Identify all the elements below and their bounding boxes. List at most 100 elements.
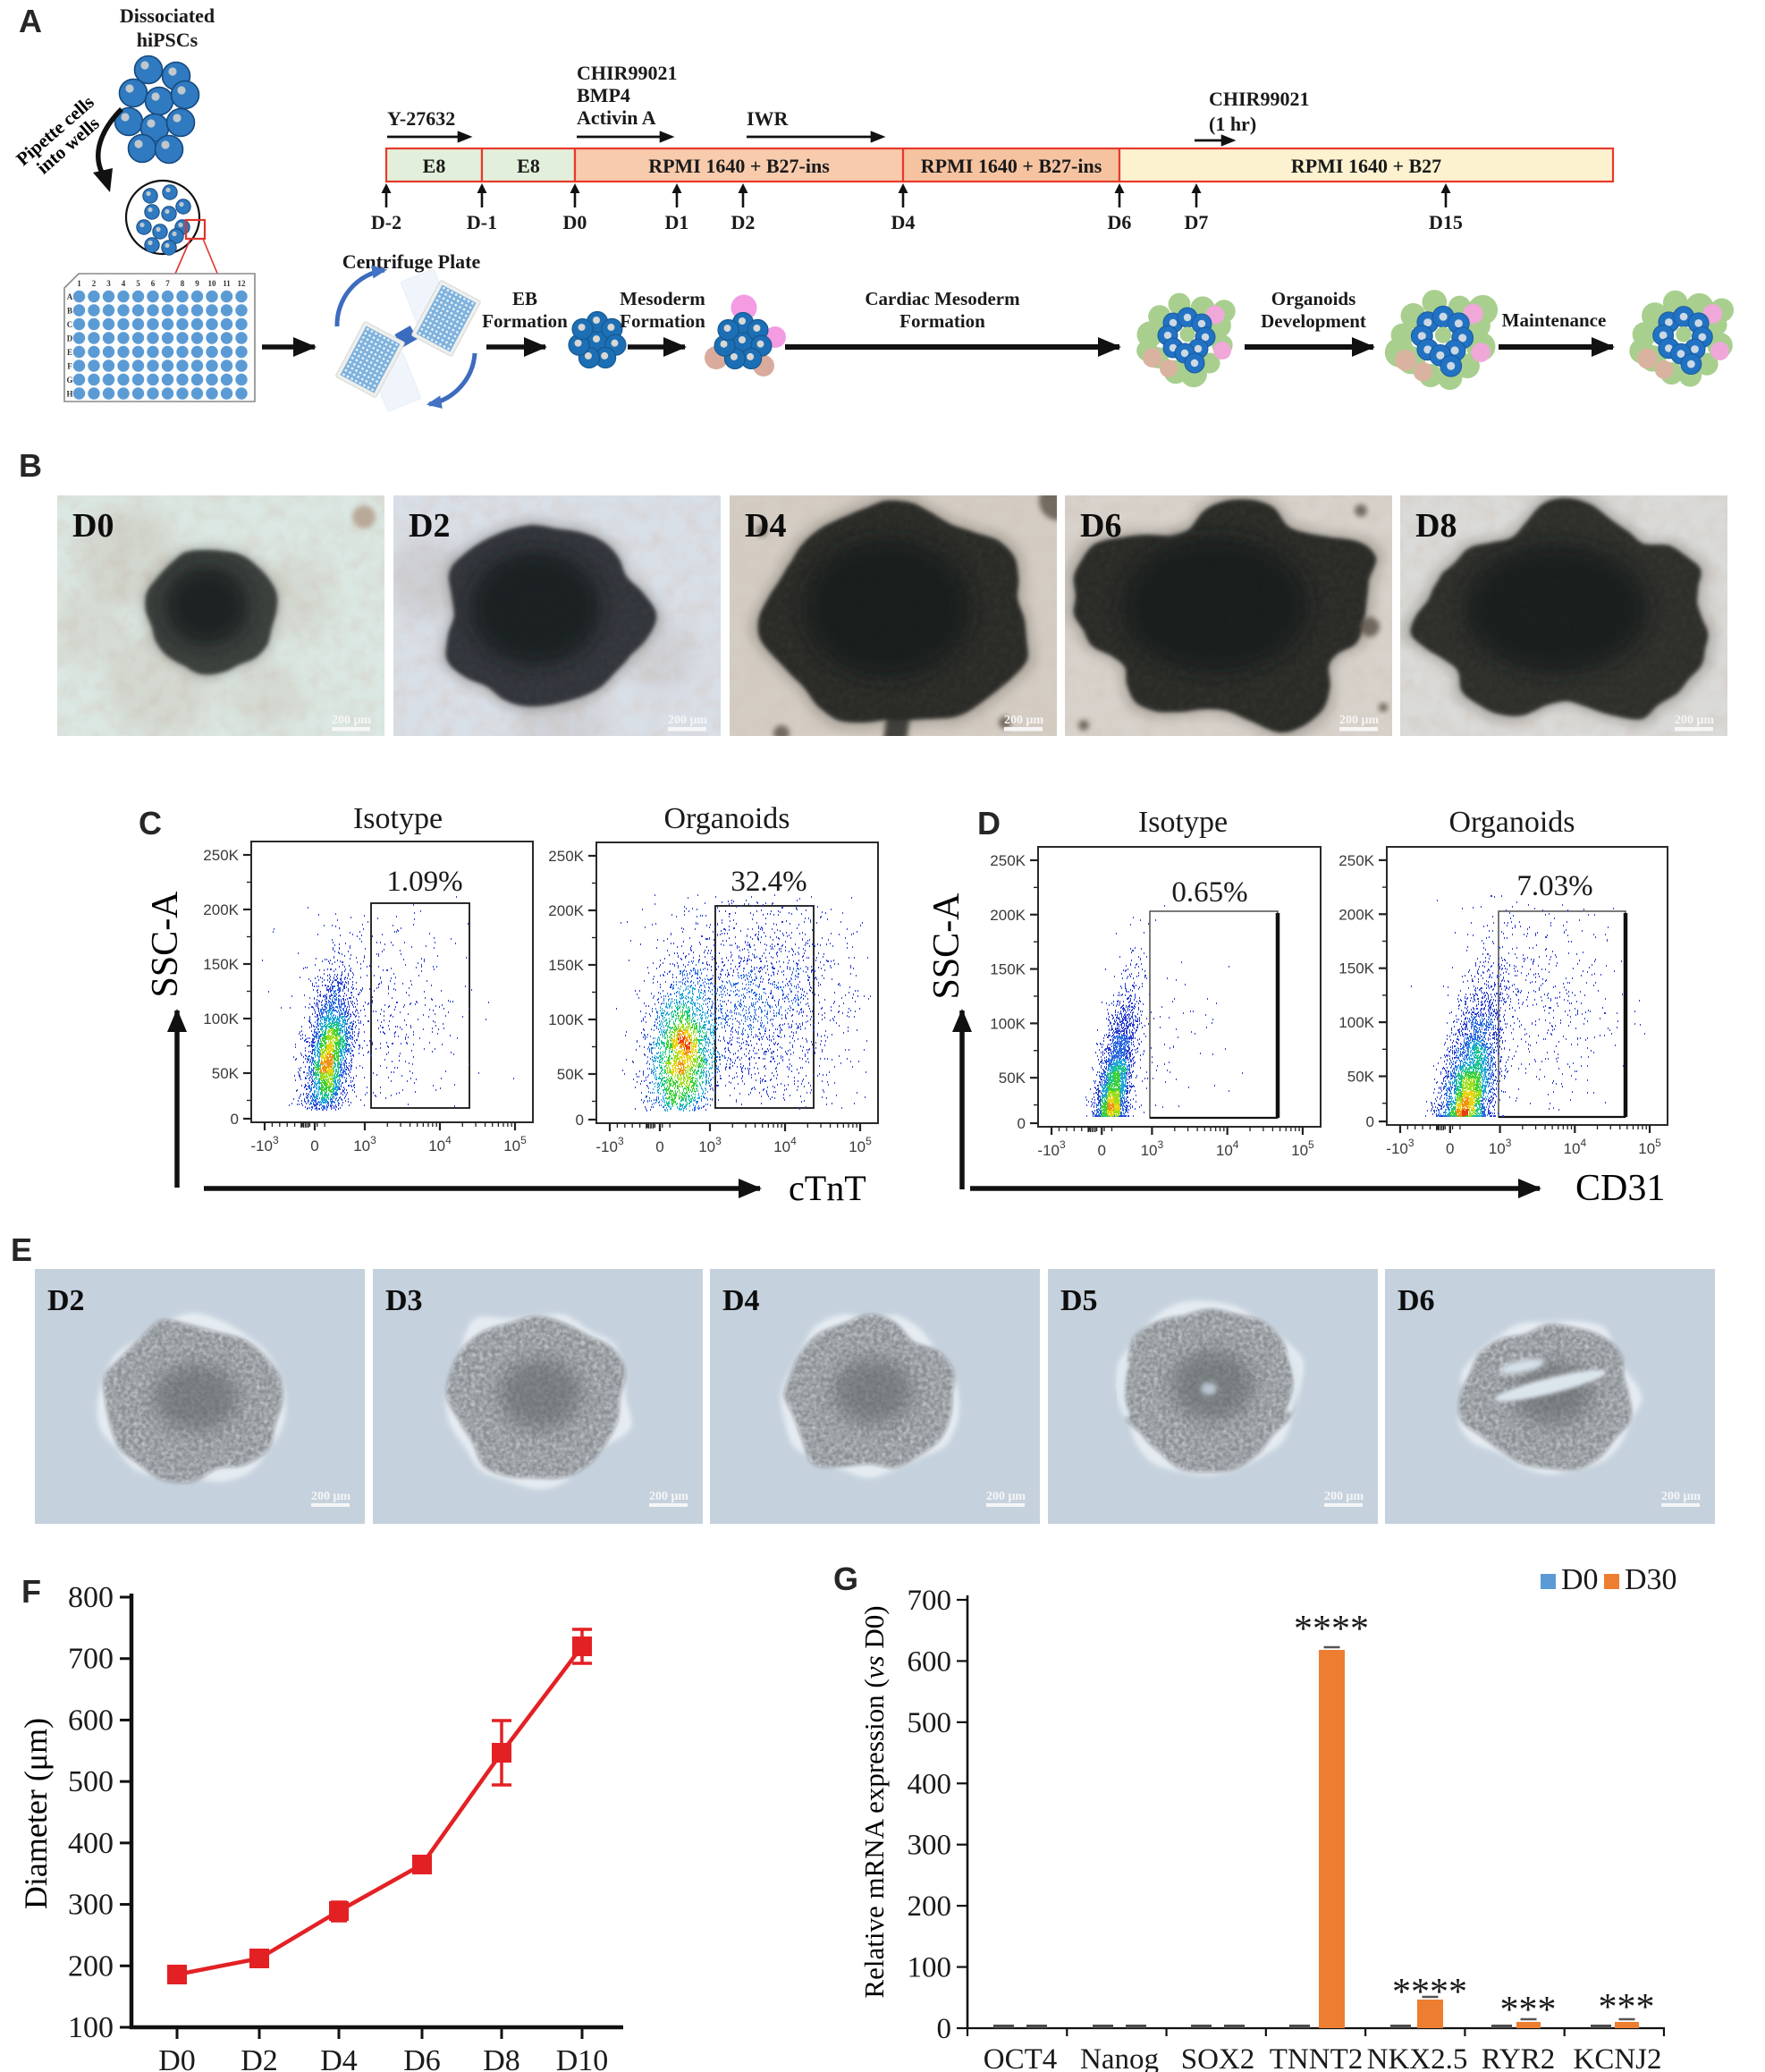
svg-text:105: 105 — [503, 1134, 527, 1154]
svg-text:104: 104 — [1564, 1137, 1587, 1157]
svg-text:Isotype: Isotype — [1138, 806, 1228, 839]
svg-text:100K: 100K — [203, 1011, 239, 1028]
svg-text:EB: EB — [512, 288, 537, 309]
svg-text:100: 100 — [908, 1952, 952, 1984]
svg-text:D2: D2 — [731, 211, 756, 233]
svg-text:200 μm: 200 μm — [668, 714, 707, 727]
svg-text:103: 103 — [1489, 1137, 1512, 1157]
svg-text:Dissociated: Dissociated — [120, 4, 215, 27]
svg-text:D6: D6 — [1080, 507, 1121, 545]
svg-text:200 μm: 200 μm — [332, 714, 371, 727]
svg-text:B: B — [67, 307, 72, 316]
svg-text:Centrifuge Plate: Centrifuge Plate — [342, 250, 481, 273]
svg-text:D: D — [67, 334, 73, 343]
svg-text:D7: D7 — [1185, 211, 1209, 233]
svg-text:200: 200 — [908, 1890, 952, 1923]
svg-text:F: F — [67, 362, 72, 371]
svg-text:D: D — [977, 805, 1001, 841]
svg-text:200 μm: 200 μm — [1004, 714, 1043, 727]
svg-text:250K: 250K — [203, 847, 239, 864]
svg-text:2: 2 — [92, 279, 97, 288]
svg-text:TNNT2: TNNT2 — [1270, 2043, 1363, 2072]
svg-text:D4: D4 — [320, 2044, 358, 2072]
svg-text:(1 hr): (1 hr) — [1209, 113, 1256, 135]
svg-text:D4: D4 — [745, 507, 786, 545]
svg-text:200 μm: 200 μm — [649, 1490, 688, 1503]
svg-text:8: 8 — [181, 279, 185, 288]
svg-text:-103: -103 — [1037, 1138, 1066, 1159]
svg-text:A: A — [67, 292, 73, 301]
svg-text:Formation: Formation — [899, 310, 985, 332]
svg-text:Mesoderm: Mesoderm — [620, 288, 705, 309]
svg-text:4: 4 — [122, 279, 126, 288]
svg-text:SSC-A: SSC-A — [926, 892, 967, 1000]
svg-text:6: 6 — [151, 279, 156, 288]
svg-text:500: 500 — [908, 1707, 952, 1739]
svg-text:200 μm: 200 μm — [1661, 1490, 1701, 1503]
svg-text:7.03%: 7.03% — [1516, 870, 1592, 902]
svg-text:***: *** — [1599, 1987, 1655, 2028]
svg-text:Formation: Formation — [482, 310, 568, 332]
svg-text:BMP4: BMP4 — [577, 84, 630, 106]
svg-text:200 μm: 200 μm — [1675, 714, 1714, 727]
svg-text:D1: D1 — [665, 211, 689, 233]
svg-text:200: 200 — [68, 1949, 114, 1983]
svg-text:A: A — [19, 3, 42, 39]
svg-text:D6: D6 — [403, 2044, 441, 2072]
svg-text:CHIR99021: CHIR99021 — [1209, 88, 1309, 110]
svg-text:H: H — [66, 390, 72, 399]
svg-text:5: 5 — [136, 279, 140, 288]
svg-text:10: 10 — [208, 279, 217, 288]
svg-text:Organoids: Organoids — [1448, 806, 1575, 839]
svg-text:250K: 250K — [990, 852, 1026, 869]
svg-text:7: 7 — [165, 279, 170, 288]
svg-text:****: **** — [1392, 1972, 1467, 2013]
svg-text:12: 12 — [238, 279, 247, 288]
svg-text:150K: 150K — [990, 961, 1026, 978]
svg-text:500: 500 — [68, 1765, 114, 1798]
svg-text:RYR2: RYR2 — [1482, 2043, 1556, 2072]
svg-text:E: E — [67, 348, 72, 357]
svg-text:D6: D6 — [1398, 1284, 1435, 1317]
svg-text:200 μm: 200 μm — [311, 1490, 350, 1503]
svg-text:0: 0 — [1366, 1113, 1374, 1130]
svg-text:-103: -103 — [250, 1134, 279, 1154]
svg-text:****: **** — [1294, 1609, 1369, 1650]
svg-text:RPMI 1640 + B27-ins: RPMI 1640 + B27-ins — [648, 155, 830, 177]
svg-text:SSC-A: SSC-A — [145, 891, 186, 998]
svg-text:D0: D0 — [563, 211, 587, 233]
svg-text:800: 800 — [68, 1581, 114, 1614]
svg-text:D5: D5 — [1060, 1284, 1098, 1317]
svg-text:0: 0 — [231, 1111, 239, 1128]
svg-text:400: 400 — [908, 1768, 952, 1800]
svg-text:1.09%: 1.09% — [386, 866, 462, 898]
svg-text:105: 105 — [1291, 1138, 1314, 1159]
svg-text:G: G — [66, 376, 72, 385]
svg-text:D8: D8 — [1415, 507, 1457, 545]
svg-text:E8: E8 — [423, 155, 446, 177]
svg-text:50K: 50K — [557, 1066, 585, 1083]
svg-text:OCT4: OCT4 — [984, 2043, 1058, 2072]
svg-text:E: E — [11, 1231, 32, 1268]
svg-text:Organoids: Organoids — [663, 802, 790, 835]
svg-text:Y-27632: Y-27632 — [387, 107, 455, 130]
svg-text:400: 400 — [68, 1827, 114, 1860]
svg-text:D3: D3 — [385, 1284, 423, 1317]
svg-text:300: 300 — [908, 1830, 952, 1862]
svg-text:700: 700 — [908, 1585, 952, 1617]
svg-text:150K: 150K — [203, 956, 239, 973]
svg-text:3: 3 — [106, 279, 111, 288]
svg-text:KCNJ2: KCNJ2 — [1573, 2043, 1661, 2072]
svg-text:D0: D0 — [72, 507, 114, 545]
svg-text:Cardiac Mesoderm: Cardiac Mesoderm — [865, 288, 1020, 309]
svg-text:D8: D8 — [483, 2044, 520, 2072]
svg-text:150K: 150K — [1339, 960, 1374, 977]
svg-text:11: 11 — [223, 279, 231, 288]
svg-text:Maintenance: Maintenance — [1502, 309, 1607, 331]
svg-text:D10: D10 — [556, 2044, 609, 2072]
svg-text:200K: 200K — [990, 907, 1026, 924]
svg-text:200K: 200K — [203, 901, 239, 918]
svg-text:D-2: D-2 — [371, 211, 401, 233]
svg-text:D2: D2 — [241, 2044, 278, 2072]
svg-text:RPMI 1640 + B27-ins: RPMI 1640 + B27-ins — [921, 155, 1102, 177]
